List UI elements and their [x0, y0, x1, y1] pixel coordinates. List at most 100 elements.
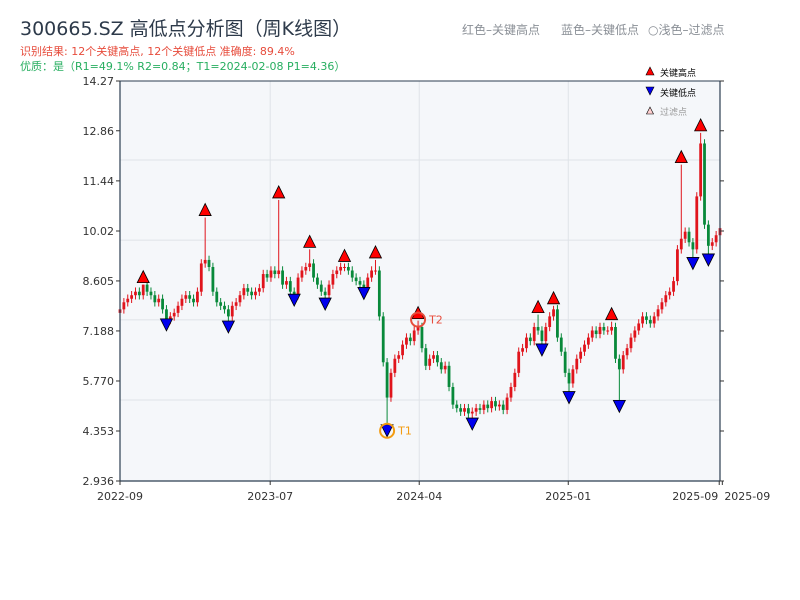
- candle-body: [199, 263, 203, 292]
- candle-body: [466, 408, 470, 414]
- candle-body: [184, 295, 188, 299]
- candle-body: [292, 291, 296, 296]
- candle-body: [432, 355, 435, 359]
- candle-body: [637, 323, 641, 331]
- key-low-marker: [612, 399, 627, 414]
- candle-body: [343, 266, 346, 268]
- candle-body: [540, 330, 544, 342]
- key-low-marker: [318, 297, 332, 311]
- key-high-marker: [693, 117, 708, 132]
- candle-body: [571, 369, 575, 384]
- candle-body: [610, 326, 614, 331]
- candle-body: [676, 249, 679, 282]
- key-low-marker: [701, 253, 716, 267]
- candle-body: [312, 263, 315, 278]
- candle-body: [563, 351, 567, 373]
- legend-red-note: 红色–关键高点: [462, 23, 541, 37]
- key-high-marker: [604, 306, 619, 321]
- legend-high-icon: [645, 66, 655, 76]
- candle-body: [586, 337, 590, 345]
- candle-body: [470, 411, 474, 414]
- candle-body: [567, 372, 571, 384]
- candle-body: [714, 235, 718, 243]
- candle-body: [668, 291, 672, 296]
- candle-body: [168, 316, 172, 320]
- candle-body: [463, 408, 466, 412]
- candle-body: [447, 365, 451, 387]
- candle-body: [482, 404, 486, 410]
- y-tick-label: 2.936: [83, 475, 115, 488]
- candle-body: [254, 291, 257, 296]
- annotation-circle-t2: [410, 311, 427, 328]
- candle-body: [265, 274, 269, 278]
- candle-body: [370, 270, 374, 278]
- candle-body: [211, 266, 215, 292]
- candle-body: [598, 326, 602, 335]
- candle-body: [594, 330, 598, 335]
- candle-body: [695, 196, 699, 250]
- candle-body: [269, 270, 273, 278]
- candle-body: [583, 344, 586, 352]
- candle-body: [161, 298, 164, 310]
- candle-body: [207, 259, 211, 267]
- result-summary: 识别结果: 12个关键高点, 12个关键低点 准确度: 89.4%: [20, 45, 295, 58]
- y-tick-label: 10.02: [83, 225, 115, 238]
- candle-body: [246, 288, 250, 292]
- candle-body: [552, 309, 555, 317]
- candle-body: [149, 291, 153, 296]
- candle-body: [528, 337, 532, 342]
- key-low-marker: [159, 318, 174, 332]
- candle-body: [346, 266, 350, 271]
- candle-body: [350, 270, 354, 278]
- quality-summary: 优质：是（R1=49.1% R2=0.84；T1=2024-02-08 P1=4…: [20, 60, 346, 73]
- key-high-marker: [303, 234, 317, 248]
- x-tick-label: 2022-09: [97, 490, 143, 503]
- candle-body: [532, 326, 536, 342]
- candle-body: [281, 270, 284, 285]
- candle-body: [242, 288, 246, 296]
- candle-body: [153, 295, 157, 303]
- candle-body: [536, 326, 540, 331]
- candle-body: [416, 326, 420, 331]
- key-low-marker: [221, 320, 236, 334]
- candle-body: [176, 305, 180, 313]
- candle-body: [385, 362, 389, 398]
- candle-body: [134, 291, 137, 296]
- candle-body: [180, 298, 184, 306]
- candle-body: [625, 348, 629, 356]
- candle-body: [703, 143, 706, 225]
- candle-body: [602, 326, 606, 331]
- x-tick-label: 2025-01: [545, 490, 591, 503]
- candle-body: [381, 316, 385, 363]
- candle-body: [478, 408, 482, 410]
- candle-body: [590, 330, 594, 338]
- candle-body: [316, 277, 319, 285]
- key-low-marker: [357, 287, 371, 301]
- candle-body: [304, 266, 308, 271]
- key-low-marker: [287, 293, 301, 308]
- candle-body: [331, 274, 335, 285]
- candle-body: [672, 281, 675, 292]
- candle-body: [296, 277, 300, 296]
- candle-body: [629, 337, 633, 349]
- candle-body: [257, 288, 261, 292]
- candle-body: [525, 337, 528, 349]
- candle-body: [196, 291, 199, 303]
- candle-body: [505, 397, 509, 410]
- candle-body: [219, 302, 223, 306]
- candle-body: [223, 305, 226, 310]
- candle-body: [645, 316, 648, 320]
- x-tick-label: 2025-09: [672, 490, 718, 503]
- candle-body: [494, 401, 497, 407]
- candle-body: [490, 401, 494, 409]
- candle-body: [354, 277, 358, 282]
- candle-body: [393, 358, 397, 373]
- candle-body: [412, 330, 416, 342]
- legend-low-icon: [645, 86, 655, 96]
- candle-body: [641, 316, 644, 324]
- candle-body: [428, 358, 432, 366]
- legend-light-note: ○浅色–过滤点: [648, 23, 725, 37]
- candle-body: [366, 277, 370, 289]
- candle-body: [679, 238, 683, 250]
- candle-body: [192, 298, 195, 303]
